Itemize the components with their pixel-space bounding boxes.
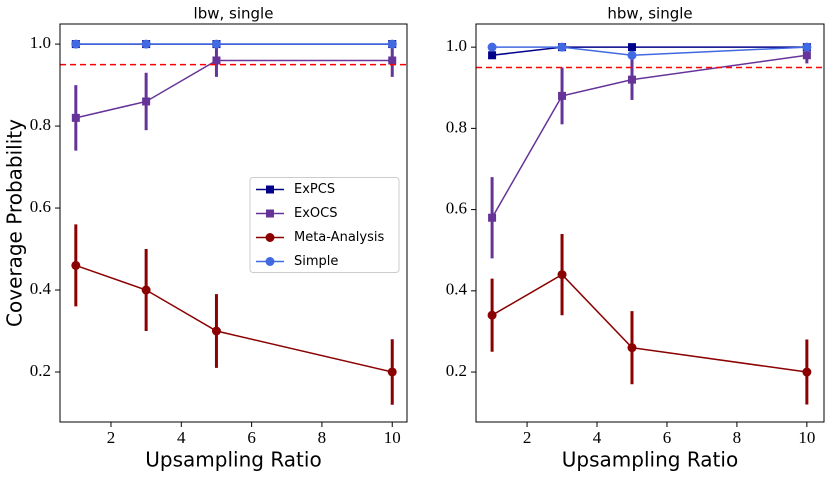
data-point [387, 39, 397, 49]
data-point [71, 39, 81, 49]
data-point [557, 270, 567, 280]
y-tick-label: 0.6 [446, 199, 467, 218]
y-tick-label: 0.2 [30, 361, 51, 380]
series-line [491, 273, 807, 373]
legend-marker [266, 185, 274, 194]
y-axis-label: Coverage Probability [3, 119, 27, 327]
data-point [388, 56, 397, 65]
data-point [487, 42, 497, 52]
chart-title: lbw, single [194, 5, 274, 23]
data-point [627, 343, 637, 353]
data-point [71, 113, 80, 122]
data-point [212, 56, 221, 65]
data-point [211, 39, 221, 49]
x-tick-label: 10 [798, 428, 815, 447]
y-tick-label: 0.4 [446, 280, 468, 299]
y-tick-label: 1.0 [446, 36, 467, 55]
data-point [802, 42, 812, 52]
legend-marker [265, 257, 275, 266]
plot-frame [59, 23, 408, 423]
data-point [558, 91, 567, 100]
x-tick-label: 4 [593, 428, 602, 447]
y-tick-label: 0.4 [30, 279, 52, 298]
y-tick-label: 0.6 [30, 197, 51, 216]
data-point [627, 50, 637, 60]
data-point [142, 97, 151, 106]
x-tick-label: 2 [523, 428, 532, 447]
legend-marker [266, 209, 274, 218]
series-line [492, 46, 807, 57]
legend-label: Meta-Analysis [294, 230, 384, 245]
series-line [75, 59, 393, 119]
series-line [491, 54, 807, 219]
y-tick-label: 0.8 [30, 115, 51, 134]
x-tick-label: 8 [318, 428, 327, 447]
data-point [488, 51, 497, 60]
x-tick-label: 4 [177, 428, 186, 447]
legend-label: ExOCS [294, 206, 337, 221]
data-point [211, 326, 221, 336]
chart-title: hbw, single [607, 5, 692, 23]
data-point [71, 260, 81, 270]
data-point [802, 367, 812, 377]
legend-label: ExPCS [294, 182, 335, 197]
legend-box [249, 177, 400, 273]
data-point [802, 51, 811, 60]
data-point [557, 42, 567, 52]
x-tick-label: 6 [247, 428, 256, 447]
series-line [492, 46, 807, 57]
y-tick-label: 1.0 [30, 33, 51, 52]
x-tick-label: 8 [733, 428, 742, 447]
data-point [488, 213, 497, 222]
x-tick-label: 10 [384, 428, 401, 447]
x-axis-label: Upsampling Ratio [145, 448, 321, 472]
x-tick-label: 2 [107, 428, 116, 447]
data-point [627, 75, 636, 84]
x-axis-label: Upsampling Ratio [562, 448, 738, 472]
data-point [627, 43, 636, 52]
legend-label: Simple [294, 254, 338, 269]
data-point [141, 285, 151, 295]
x-tick-label: 6 [663, 428, 672, 447]
y-tick-label: 0.8 [446, 117, 467, 136]
series-line [75, 264, 393, 373]
plot-frame [475, 23, 825, 423]
data-point [387, 367, 397, 377]
data-point [487, 310, 497, 320]
data-point [141, 39, 151, 49]
legend-marker [265, 233, 275, 242]
y-tick-label: 0.2 [446, 361, 467, 380]
